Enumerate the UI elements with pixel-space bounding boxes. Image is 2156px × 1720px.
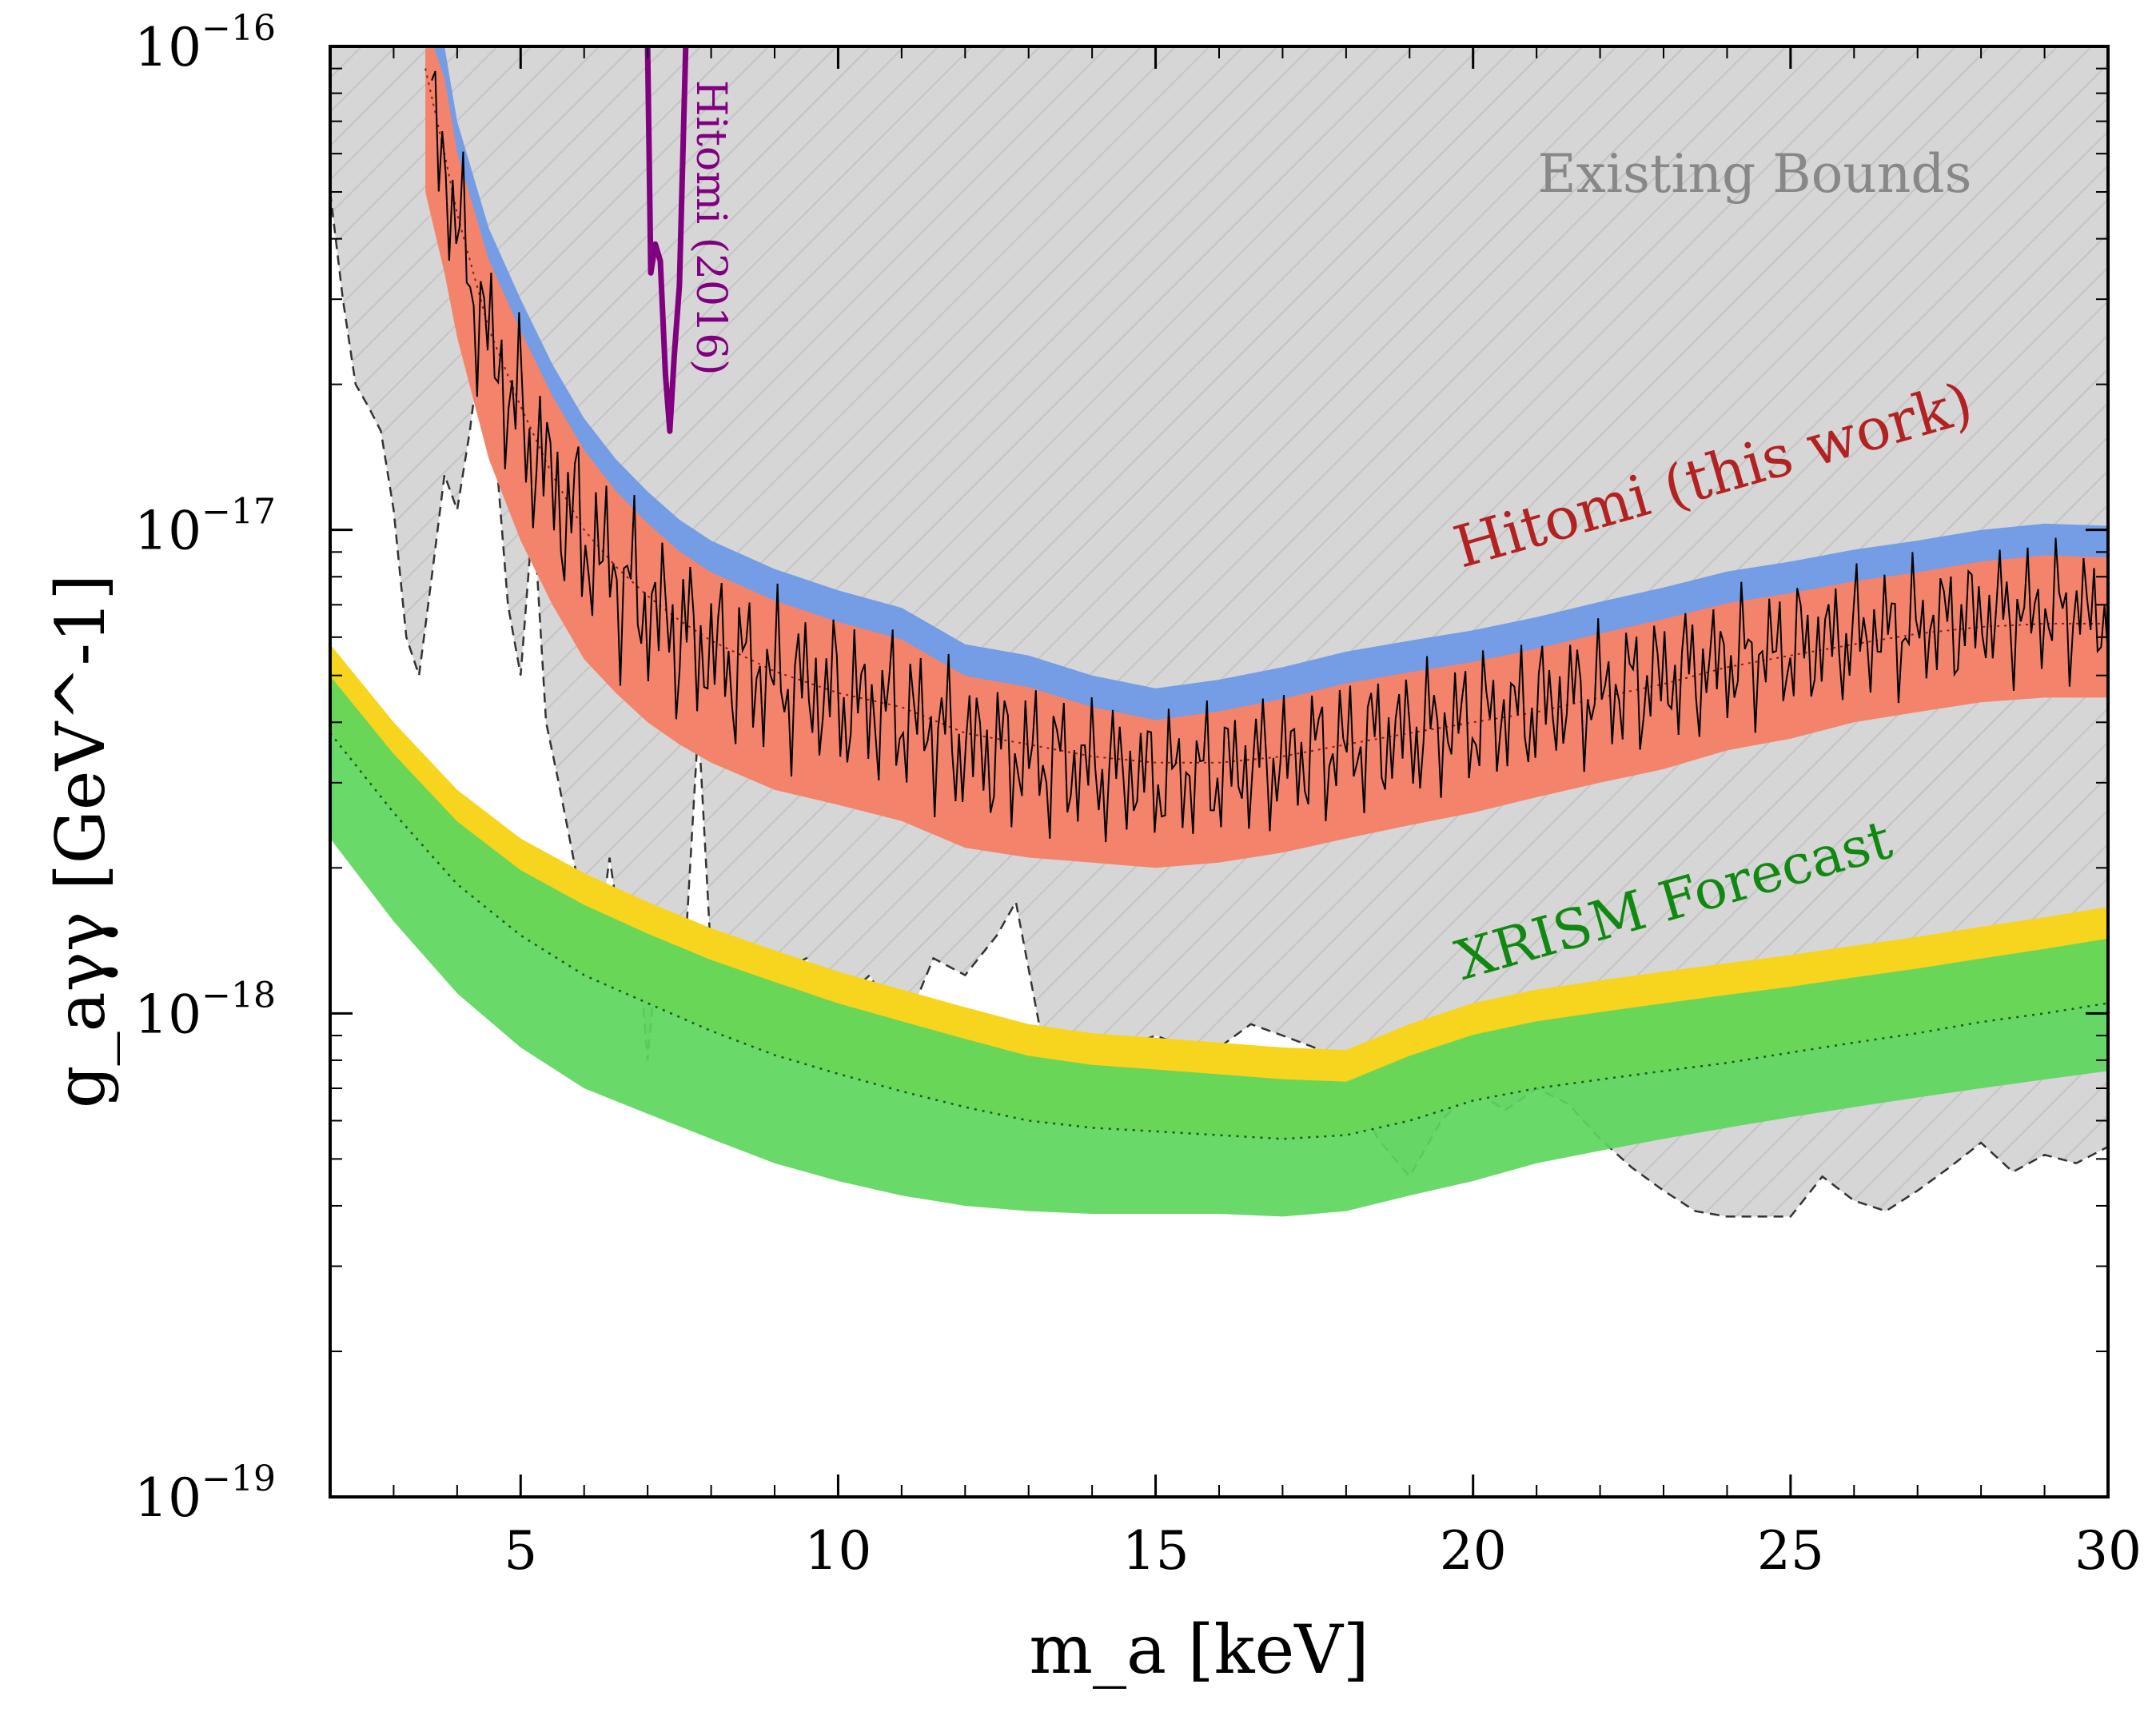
hitomi-band-upper [425, 46, 2108, 763]
hitomi-median-line [424, 68, 2108, 764]
hitomi-2016-line [644, 46, 689, 434]
hitomi-2016-label: Hitomi (2016) [687, 80, 735, 376]
x-axis: 5 10 15 20 25 30 [393, 46, 2142, 1582]
x-axis-label: m_a [keV] [1029, 1610, 1369, 1689]
x-tick-label: 5 [504, 1520, 537, 1582]
y-tick-label: 10−18 [134, 975, 276, 1045]
x-tick-label: 20 [1440, 1520, 1507, 1582]
x-tick-label: 25 [1757, 1520, 1824, 1582]
x-tick-label: 10 [804, 1520, 871, 1582]
y-axis-label: g_aγγ [GeV^-1] [42, 574, 120, 1108]
existing-bounds-region [330, 46, 2108, 1217]
plot-area [330, 46, 2108, 1218]
x-tick-label: 15 [1122, 1520, 1190, 1582]
xrism-band-main [330, 676, 2108, 1217]
existing-bounds-boundary [330, 191, 2108, 1218]
x-tick-label: 30 [2074, 1520, 2142, 1582]
existing-bounds-label: Existing Bounds [1537, 143, 1971, 205]
hitomi-limit-line [431, 70, 2108, 843]
xrism-median-line [330, 732, 2108, 1140]
hitomi-band-main [425, 46, 2108, 868]
y-tick-label: 10−16 [134, 8, 276, 78]
y-tick-label: 10−19 [134, 1459, 276, 1529]
y-axis: 10−19 10−18 10−17 10−16 [134, 8, 2108, 1529]
y-tick-label: 10−17 [134, 492, 276, 562]
